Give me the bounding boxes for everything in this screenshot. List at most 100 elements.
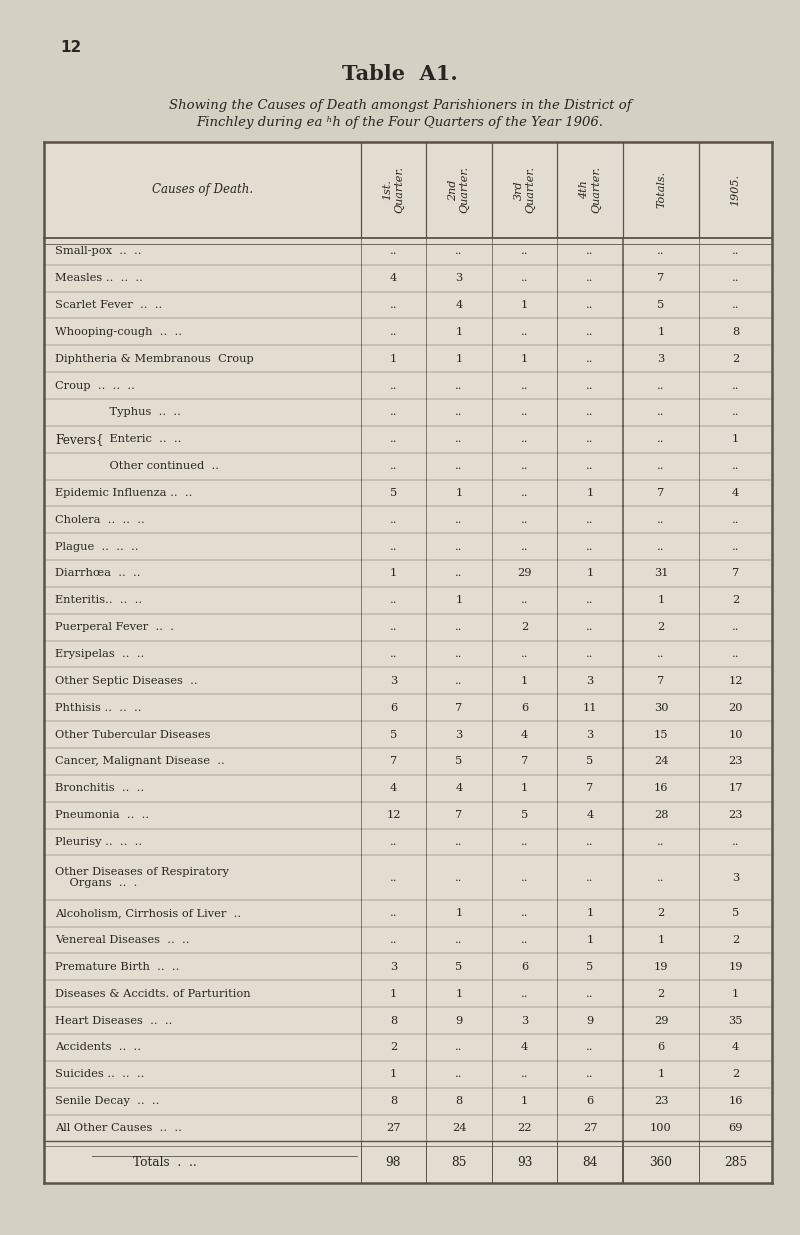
Text: ..: ..	[455, 1070, 462, 1079]
Text: 1: 1	[732, 435, 739, 445]
Text: 1: 1	[521, 783, 528, 793]
Text: 1: 1	[455, 595, 462, 605]
Text: 7: 7	[658, 676, 665, 685]
Text: ..: ..	[732, 837, 739, 847]
Text: Cancer, Malignant Disease  ..: Cancer, Malignant Disease ..	[55, 757, 225, 767]
Text: ..: ..	[732, 515, 739, 525]
Text: ..: ..	[586, 650, 594, 659]
Text: ..: ..	[732, 380, 739, 390]
Text: Table  A1.: Table A1.	[342, 64, 458, 84]
Text: 85: 85	[451, 1156, 466, 1168]
Text: ..: ..	[390, 935, 397, 945]
Text: ..: ..	[586, 380, 594, 390]
Text: ..: ..	[390, 300, 397, 310]
Text: 3: 3	[390, 676, 397, 685]
Text: ..: ..	[521, 408, 528, 417]
Text: ..: ..	[521, 461, 528, 471]
Text: 1: 1	[455, 908, 462, 918]
Text: ..: ..	[455, 568, 462, 578]
Text: 98: 98	[386, 1156, 401, 1168]
Text: ..: ..	[658, 435, 665, 445]
Text: 2: 2	[732, 595, 739, 605]
Text: Senile Decay  ..  ..: Senile Decay .. ..	[55, 1097, 159, 1107]
Text: 3: 3	[658, 353, 665, 363]
Text: ..: ..	[586, 353, 594, 363]
Text: 1: 1	[521, 676, 528, 685]
Text: ..: ..	[455, 542, 462, 552]
Text: ..: ..	[586, 1070, 594, 1079]
Text: 6: 6	[521, 962, 528, 972]
Text: 4: 4	[732, 488, 739, 498]
Text: ..: ..	[455, 837, 462, 847]
Text: 2: 2	[732, 353, 739, 363]
Text: Typhus  ..  ..: Typhus .. ..	[94, 408, 181, 417]
Text: 8: 8	[390, 1097, 397, 1107]
Text: ..: ..	[521, 1070, 528, 1079]
Text: 2: 2	[658, 908, 665, 918]
Text: Cholera  ..  ..  ..: Cholera .. .. ..	[55, 515, 145, 525]
Text: 6: 6	[658, 1042, 665, 1052]
Text: 4: 4	[455, 783, 462, 793]
Text: Diseases & Accidts. of Parturition: Diseases & Accidts. of Parturition	[55, 989, 250, 999]
Text: 23: 23	[654, 1097, 668, 1107]
Text: 27: 27	[386, 1123, 401, 1132]
Text: All Other Causes  ..  ..: All Other Causes .. ..	[55, 1123, 182, 1132]
Text: Other Septic Diseases  ..: Other Septic Diseases ..	[55, 676, 198, 685]
Text: 1: 1	[390, 989, 397, 999]
Text: ..: ..	[732, 246, 739, 256]
Text: ..: ..	[586, 1042, 594, 1052]
Text: ..: ..	[390, 461, 397, 471]
Text: Diphtheria & Membranous  Croup: Diphtheria & Membranous Croup	[55, 353, 254, 363]
Text: ..: ..	[455, 461, 462, 471]
Text: ..: ..	[586, 408, 594, 417]
Text: 24: 24	[452, 1123, 466, 1132]
Text: ..: ..	[390, 837, 397, 847]
Text: 11: 11	[582, 703, 598, 713]
Text: 1: 1	[521, 300, 528, 310]
Text: 8: 8	[732, 327, 739, 337]
Text: Epidemic Influenza ..  ..: Epidemic Influenza .. ..	[55, 488, 193, 498]
Text: Premature Birth  ..  ..: Premature Birth .. ..	[55, 962, 179, 972]
Text: ..: ..	[455, 246, 462, 256]
Text: ..: ..	[390, 408, 397, 417]
Text: 4: 4	[732, 1042, 739, 1052]
Text: 35: 35	[728, 1015, 743, 1025]
Text: 1: 1	[390, 1070, 397, 1079]
Text: 7: 7	[586, 783, 594, 793]
Text: 1: 1	[455, 353, 462, 363]
Text: Heart Diseases  ..  ..: Heart Diseases .. ..	[55, 1015, 173, 1025]
Text: 6: 6	[390, 703, 397, 713]
Text: 5: 5	[658, 300, 665, 310]
Text: Showing the Causes of Death amongst Parishioners in the District of: Showing the Causes of Death amongst Pari…	[169, 99, 631, 112]
Text: ..: ..	[521, 908, 528, 918]
Text: 100: 100	[650, 1123, 672, 1132]
Text: 5: 5	[732, 908, 739, 918]
Text: 2: 2	[732, 935, 739, 945]
Text: Enteritis..  ..  ..: Enteritis.. .. ..	[55, 595, 142, 605]
Text: 9: 9	[586, 1015, 594, 1025]
Text: ..: ..	[586, 873, 594, 883]
Text: Phthisis ..  ..  ..: Phthisis .. .. ..	[55, 703, 142, 713]
Text: ..: ..	[658, 650, 665, 659]
Text: ..: ..	[586, 542, 594, 552]
Text: 9: 9	[455, 1015, 462, 1025]
Text: 7: 7	[521, 757, 528, 767]
Text: ..: ..	[586, 246, 594, 256]
Text: 1: 1	[658, 1070, 665, 1079]
Text: ..: ..	[390, 380, 397, 390]
Text: 1: 1	[390, 568, 397, 578]
Text: ..: ..	[455, 676, 462, 685]
Text: 5: 5	[390, 488, 397, 498]
Text: Other Diseases of Respiratory
    Organs  ..  .: Other Diseases of Respiratory Organs .. …	[55, 867, 229, 888]
Text: Puerperal Fever  ..  .: Puerperal Fever .. .	[55, 622, 174, 632]
Text: Venereal Diseases  ..  ..: Venereal Diseases .. ..	[55, 935, 190, 945]
Text: Small-pox  ..  ..: Small-pox .. ..	[55, 246, 142, 256]
Text: ..: ..	[732, 542, 739, 552]
Text: ..: ..	[455, 935, 462, 945]
Text: 8: 8	[455, 1097, 462, 1107]
Text: 27: 27	[582, 1123, 598, 1132]
Text: 1: 1	[521, 353, 528, 363]
Text: ..: ..	[390, 435, 397, 445]
Text: 2: 2	[732, 1070, 739, 1079]
Text: 29: 29	[654, 1015, 668, 1025]
